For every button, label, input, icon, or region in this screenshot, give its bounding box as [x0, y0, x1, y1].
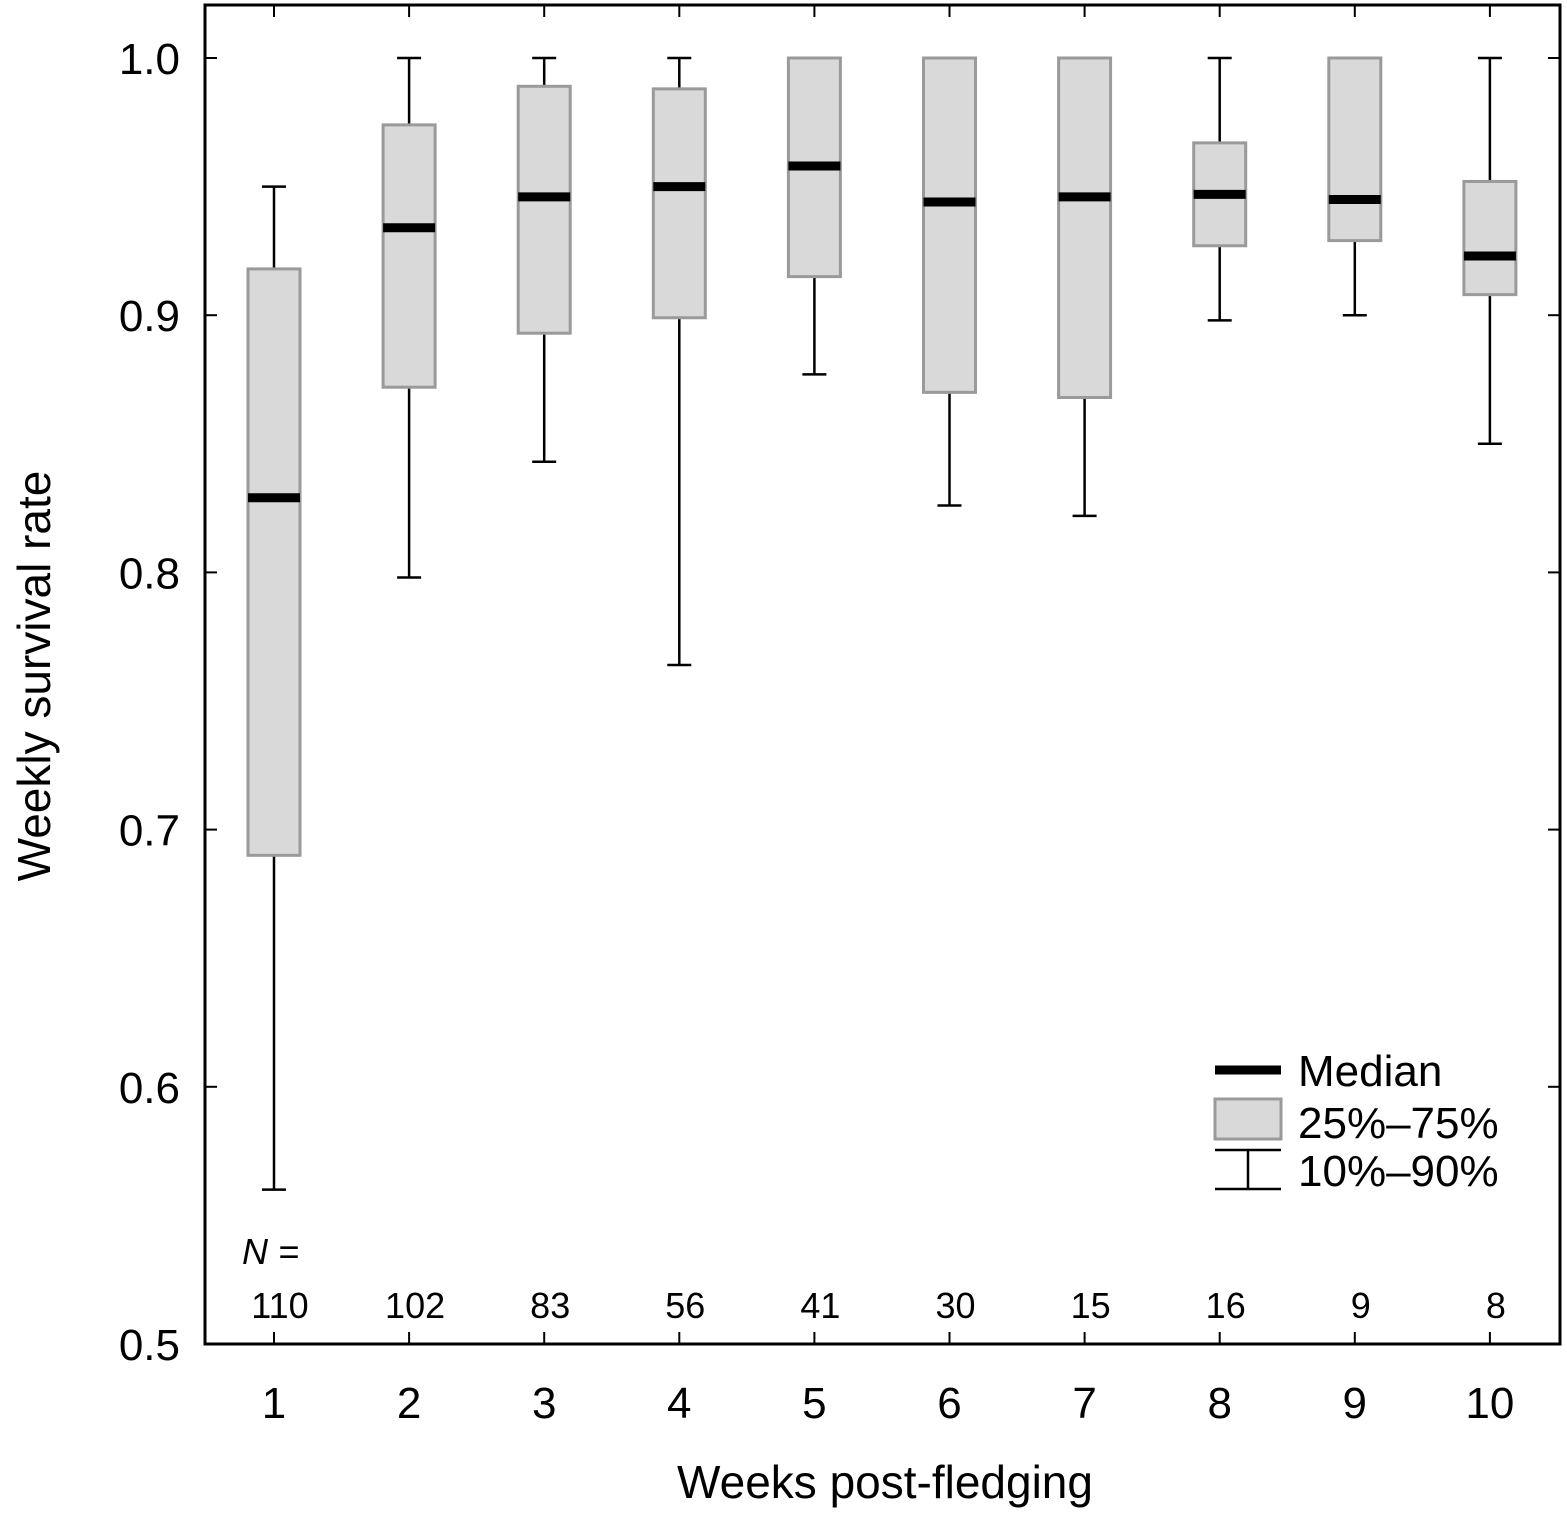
x-tick-label: 4 [667, 1379, 691, 1428]
box-week-5 [786, 56, 842, 376]
iqr-box [246, 267, 302, 857]
box-week-3 [516, 56, 572, 464]
x-tick-label: 7 [1072, 1379, 1096, 1428]
y-tick-label: 0.8 [119, 549, 180, 598]
n-value-label: 41 [800, 1285, 840, 1326]
y-tick-label: 1.0 [119, 35, 180, 84]
x-tick-label: 9 [1343, 1379, 1367, 1428]
x-tick-label: 1 [262, 1379, 286, 1428]
iqr-box [1057, 56, 1113, 400]
n-value-label: 16 [1206, 1285, 1246, 1326]
iqr-box [381, 123, 437, 389]
x-tick-label: 8 [1207, 1379, 1231, 1428]
box-week-10 [1462, 56, 1518, 446]
box-week-7 [1057, 56, 1113, 518]
y-tick-label: 0.6 [119, 1064, 180, 1113]
x-tick-label: 6 [937, 1379, 961, 1428]
box-week-9 [1327, 56, 1383, 317]
sample-size-labels: N = 110 102 83 56 41 30 15 16 9 8 [242, 1231, 1506, 1326]
x-tick-label: 2 [397, 1379, 421, 1428]
box-week-2 [381, 56, 437, 579]
x-tick-label: 5 [802, 1379, 826, 1428]
box-week-4 [651, 56, 707, 667]
iqr-box [651, 87, 707, 320]
y-axis-title: Weekly survival rate [8, 471, 60, 882]
legend-item-label: Median [1298, 1047, 1442, 1096]
y-tick-label: 0.7 [119, 807, 180, 856]
x-tick-label: 10 [1465, 1379, 1514, 1428]
box-week-8 [1192, 56, 1248, 322]
legend-item-label: 10%–90% [1298, 1147, 1499, 1196]
plot-frame [203, 3, 1562, 1346]
iqr-box [516, 84, 572, 335]
y-tick-label: 0.9 [119, 292, 180, 341]
n-prefix-label: N = [242, 1231, 299, 1272]
n-value-label: 15 [1071, 1285, 1111, 1326]
y-tick-label: 0.5 [119, 1321, 180, 1370]
legend-box-swatch [1213, 1097, 1283, 1141]
box-week-1 [246, 185, 302, 1191]
n-value-label: 9 [1351, 1285, 1371, 1326]
n-value-label: 8 [1486, 1285, 1506, 1326]
box-week-6 [922, 56, 977, 507]
n-value-label: 83 [530, 1285, 570, 1326]
iqr-box [922, 56, 977, 394]
iqr-box [1327, 56, 1383, 243]
box-series [246, 56, 1518, 1191]
n-value-label: 56 [665, 1285, 705, 1326]
legend-item-label: 25%–75% [1298, 1099, 1499, 1148]
n-value-label: 30 [935, 1285, 975, 1326]
n-value-label: 102 [385, 1285, 445, 1326]
n-value-label: 110 [251, 1285, 308, 1326]
y-axis: 0.5 0.6 0.7 0.8 0.9 1.0 [119, 35, 1560, 1370]
iqr-box [1462, 179, 1518, 297]
x-tick-label: 3 [532, 1379, 556, 1428]
x-axis-title: Weeks post-fledging [677, 1456, 1093, 1508]
x-axis: 1 2 3 4 5 6 7 8 9 10 [262, 5, 1514, 1428]
